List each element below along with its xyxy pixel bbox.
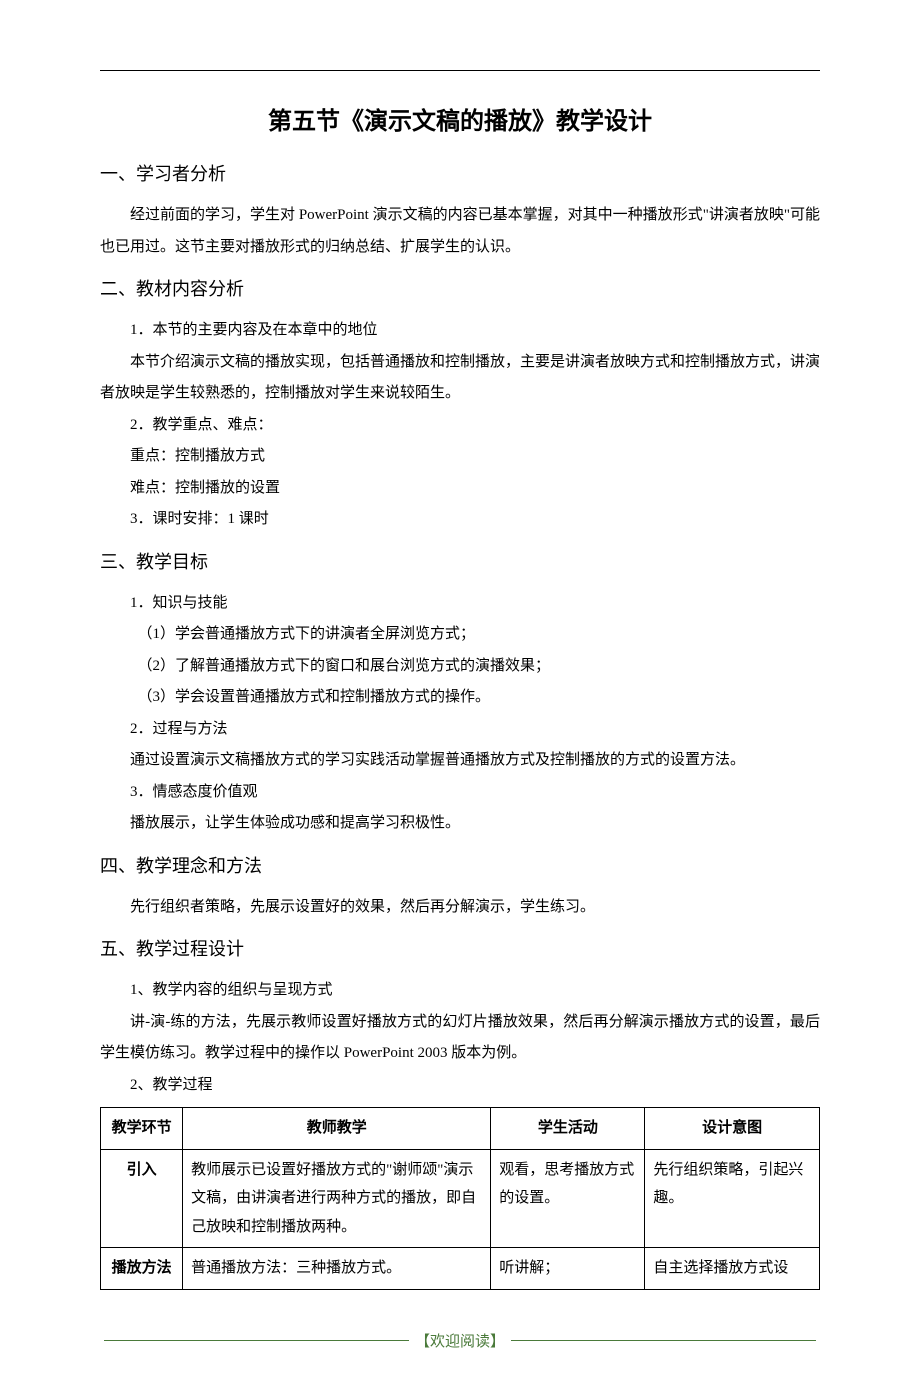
table-row: 引入 教师展示已设置好播放方式的"谢师颂"演示文稿，由讲演者进行两种方式的播放，…: [101, 1149, 820, 1248]
section-2-heading: 二、教材内容分析: [100, 271, 820, 307]
table-cell: 教师展示已设置好播放方式的"谢师颂"演示文稿，由讲演者进行两种方式的播放，即自己…: [183, 1149, 491, 1248]
section-3-sub1: （1）学会普通播放方式下的讲演者全屏浏览方式；: [100, 619, 820, 651]
table-header-row: 教学环节 教师教学 学生活动 设计意图: [101, 1108, 820, 1150]
document-title: 第五节《演示文稿的播放》教学设计: [100, 101, 820, 136]
section-3-item2: 2．过程与方法: [100, 714, 820, 746]
footer-text: 【欢迎阅读】: [413, 1330, 507, 1351]
table-cell: 自主选择播放方式设: [645, 1248, 820, 1290]
section-2-item1: 1．本节的主要内容及在本章中的地位: [100, 315, 820, 347]
section-3-sub2: （2）了解普通播放方式下的窗口和展台浏览方式的演播效果；: [100, 651, 820, 683]
table-row: 播放方法 普通播放方法：三种播放方式。 听讲解； 自主选择播放方式设: [101, 1248, 820, 1290]
section-1-heading: 一、学习者分析: [100, 156, 820, 192]
top-rule: [100, 70, 820, 71]
table-cell: 观看，思考播放方式的设置。: [491, 1149, 645, 1248]
section-4-heading: 四、教学理念和方法: [100, 848, 820, 884]
table-cell: 普通播放方法：三种播放方式。: [183, 1248, 491, 1290]
section-3-p2: 播放展示，让学生体验成功感和提高学习积极性。: [100, 808, 820, 840]
section-4-p1: 先行组织者策略，先展示设置好的效果，然后再分解演示，学生练习。: [100, 892, 820, 924]
section-5-heading: 五、教学过程设计: [100, 931, 820, 967]
section-2-p3: 难点：控制播放的设置: [100, 473, 820, 505]
section-3-item1: 1．知识与技能: [100, 588, 820, 620]
section-1-p1: 经过前面的学习，学生对 PowerPoint 演示文稿的内容已基本掌握，对其中一…: [100, 200, 820, 263]
section-2-p1: 本节介绍演示文稿的播放实现，包括普通播放和控制播放，主要是讲演者放映方式和控制播…: [100, 347, 820, 410]
section-5-item1: 1、教学内容的组织与呈现方式: [100, 975, 820, 1007]
teaching-process-table: 教学环节 教师教学 学生活动 设计意图 引入 教师展示已设置好播放方式的"谢师颂…: [100, 1107, 820, 1290]
section-3-item3: 3．情感态度价值观: [100, 777, 820, 809]
table-cell: 先行组织策略，引起兴趣。: [645, 1149, 820, 1248]
footer: 【欢迎阅读】: [100, 1330, 820, 1351]
table-header-4: 设计意图: [645, 1108, 820, 1150]
section-5-item2: 2、教学过程: [100, 1070, 820, 1102]
section-3-sub3: （3）学会设置普通播放方式和控制播放方式的操作。: [100, 682, 820, 714]
section-2-p2: 重点：控制播放方式: [100, 441, 820, 473]
table-cell: 听讲解；: [491, 1248, 645, 1290]
table-cell: 引入: [101, 1149, 183, 1248]
table-cell: 播放方法: [101, 1248, 183, 1290]
section-3-p1: 通过设置演示文稿播放方式的学习实践活动掌握普通播放方式及控制播放的方式的设置方法…: [100, 745, 820, 777]
section-3-heading: 三、教学目标: [100, 544, 820, 580]
section-2-item3: 3．课时安排：1 课时: [100, 504, 820, 536]
section-2-item2: 2．教学重点、难点：: [100, 410, 820, 442]
table-header-2: 教师教学: [183, 1108, 491, 1150]
section-5-p1: 讲-演-练的方法，先展示教师设置好播放方式的幻灯片播放效果，然后再分解演示播放方…: [100, 1007, 820, 1070]
table-header-1: 教学环节: [101, 1108, 183, 1150]
table-header-3: 学生活动: [491, 1108, 645, 1150]
